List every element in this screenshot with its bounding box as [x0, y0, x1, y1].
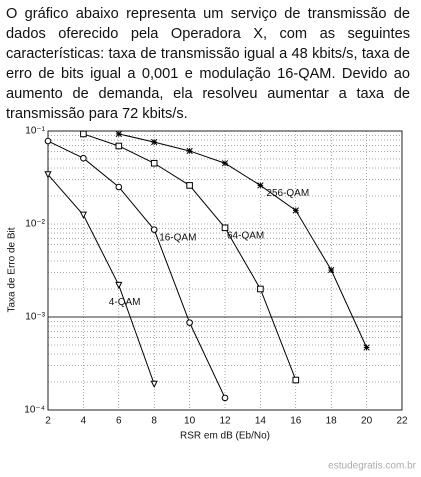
marker — [363, 344, 370, 351]
marker — [186, 182, 193, 189]
marker — [150, 380, 158, 388]
marker — [221, 394, 229, 402]
x-tick-label: 22 — [396, 416, 408, 427]
marker — [186, 319, 193, 326]
x-tick-label: 6 — [116, 416, 122, 427]
marker — [80, 130, 87, 138]
x-axis-label: RSR em dB (Eb/No) — [180, 431, 270, 442]
x-tick-label: 12 — [219, 416, 231, 427]
x-tick-label: 4 — [81, 416, 87, 427]
series-label: 16-QAM — [159, 232, 196, 243]
x-tick-label: 8 — [151, 416, 157, 427]
marker — [115, 130, 122, 138]
x-tick-label: 16 — [290, 416, 302, 427]
series-label: 64-QAM — [227, 230, 264, 241]
y-axis-label: Taxa de Erro de Bit — [7, 227, 18, 312]
x-tick-label: 20 — [361, 416, 373, 427]
marker — [79, 211, 88, 219]
series-line — [47, 174, 155, 385]
y-tick-label: 10⁻² — [25, 219, 45, 230]
series-line — [47, 140, 226, 399]
y-tick-label: 10⁻³ — [25, 312, 45, 323]
x-tick-label: 18 — [326, 416, 338, 427]
marker — [328, 266, 335, 274]
series-label: 4-QAM — [109, 297, 141, 308]
x-tick-label: 2 — [45, 416, 51, 427]
marker — [115, 183, 123, 191]
marker — [150, 226, 158, 233]
marker — [44, 171, 52, 179]
x-tick-label: 10 — [184, 416, 196, 427]
marker — [292, 376, 300, 384]
question-text: O gráfico abaixo representa um serviço d… — [6, 6, 410, 122]
y-tick-label: 10⁻¹ — [25, 126, 45, 137]
plot-frame — [47, 130, 403, 411]
y-tick-label: 10⁻⁴ — [24, 405, 45, 416]
marker — [115, 142, 123, 150]
marker — [221, 160, 229, 167]
marker — [115, 281, 123, 290]
x-tick-label: 14 — [255, 416, 267, 427]
marker — [44, 137, 52, 145]
marker — [257, 285, 264, 293]
watermark: estudegratis.com.br — [328, 461, 416, 472]
marker — [292, 207, 299, 214]
marker — [257, 182, 264, 189]
series-label: 256-QAM — [266, 188, 309, 199]
marker — [151, 138, 158, 146]
marker — [80, 154, 87, 162]
marker — [221, 224, 229, 232]
marker — [150, 159, 158, 167]
series-line — [118, 133, 368, 348]
marker — [186, 147, 193, 155]
